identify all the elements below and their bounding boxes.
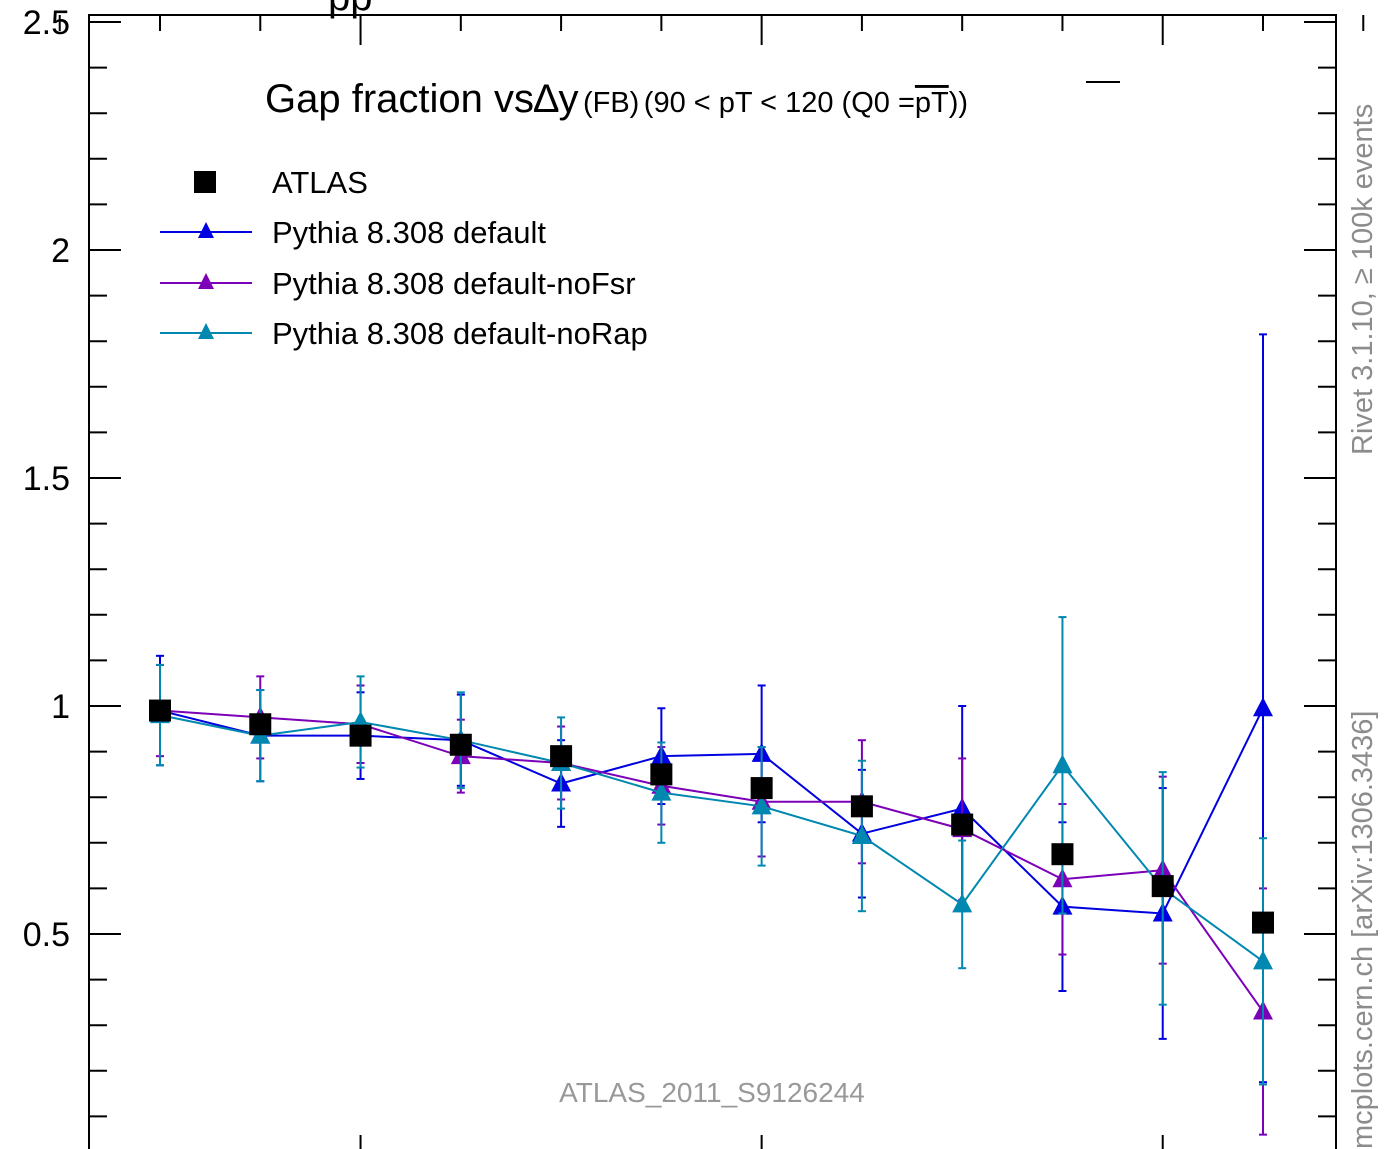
data-point-triangle — [1253, 950, 1273, 970]
legend: ATLAS Pythia 8.308 default Pythia 8.308 … — [160, 165, 648, 351]
legend-marker-default — [198, 222, 214, 238]
data-point-square — [550, 745, 573, 768]
plot-title: Gap fraction vs∆y (FB) (90 < pT < 120 (Q… — [265, 77, 968, 121]
series-line — [159, 714, 1264, 963]
y-tick-label: 1 — [51, 688, 70, 726]
data-point-square — [1051, 843, 1074, 866]
legend-label-nofsr: Pythia 8.308 default-noFsr — [272, 266, 636, 301]
series-0 — [149, 699, 1274, 934]
top-cut-text: pp — [328, 0, 373, 19]
title-sub3: )) — [949, 87, 968, 119]
legend-marker-atlas — [194, 171, 216, 193]
analysis-watermark: ATLAS_2011_S9126244 — [559, 1077, 865, 1108]
data-point-square — [750, 777, 773, 800]
series-line — [159, 709, 1264, 1013]
data-point-square — [249, 713, 272, 736]
data-point-square — [951, 813, 974, 836]
legend-marker-nofsr — [198, 273, 214, 289]
title-sub1: (FB) — [583, 87, 639, 119]
data-point-square — [1252, 911, 1274, 934]
legend-label-norap: Pythia 8.308 default-noRap — [272, 316, 648, 351]
y-tick-label: 1.5 — [23, 460, 70, 498]
legend-marker-norap — [198, 323, 214, 339]
series-line — [159, 707, 1264, 915]
y-tick-label: 0.5 — [23, 916, 70, 954]
data-point-square — [349, 724, 372, 747]
data-point-triangle — [751, 795, 772, 815]
data-point-triangle — [851, 824, 872, 844]
data-point-square — [449, 733, 472, 756]
data-point-square — [1151, 875, 1174, 898]
title-sub2: (90 < pT < 120 (Q0 = — [644, 87, 915, 119]
rivet-version-label: Rivet 3.1.10, ≥ 100k events — [1347, 104, 1379, 455]
y-tick-label: 2 — [51, 232, 70, 270]
title-overline: pT — [915, 87, 949, 119]
y-tick-label: 2.5 — [23, 4, 70, 42]
y-tick-labels: 0.5 1 1.5 2 2.5 — [23, 4, 70, 954]
data-point-triangle — [651, 781, 672, 801]
data-point-triangle — [1052, 754, 1073, 774]
plot-frame — [88, 14, 1337, 1149]
data-point-square — [149, 699, 171, 722]
data-point-triangle — [1253, 697, 1273, 717]
data-series — [149, 333, 1274, 1136]
legend-label-atlas: ATLAS — [272, 165, 368, 200]
data-point-square — [650, 763, 673, 786]
data-point-square — [850, 795, 873, 818]
legend-label-default: Pythia 8.308 default — [272, 215, 546, 250]
mcplots-label: mcplots.cern.ch [arXiv:1306.3436] — [1347, 711, 1379, 1149]
data-point-triangle — [952, 893, 973, 913]
title-main: Gap fraction vs — [265, 77, 534, 121]
axis-ticks — [58, 15, 1365, 1149]
title-delta: ∆y — [534, 77, 578, 121]
